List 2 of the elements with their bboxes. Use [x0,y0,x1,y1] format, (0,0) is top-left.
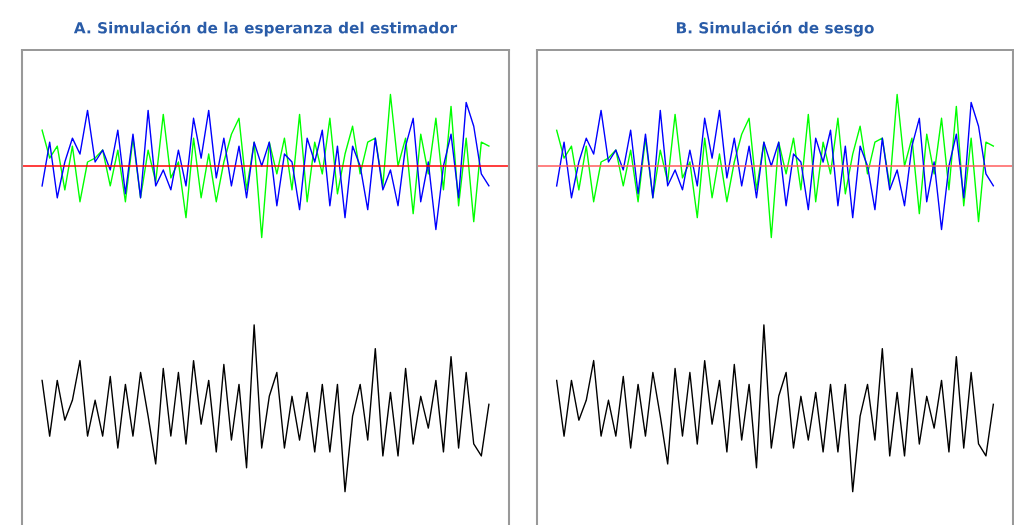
chart-title: A. Simulación de la esperanza del estimador [73,21,458,37]
chart-title: B. Simulación de sesgo [676,21,874,37]
